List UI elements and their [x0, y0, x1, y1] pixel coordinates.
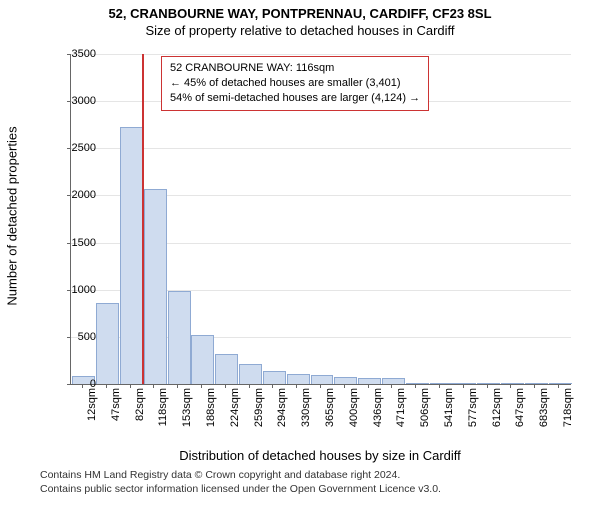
x-tick-mark — [320, 384, 321, 388]
chart-plot-area: 52 CRANBOURNE WAY: 116sqm← 45% of detach… — [70, 54, 571, 385]
x-tick-label: 506sqm — [419, 388, 431, 427]
x-tick-label: 294sqm — [276, 388, 288, 427]
footer-line-1: Contains HM Land Registry data © Crown c… — [40, 469, 400, 481]
bar — [287, 374, 310, 384]
bar — [311, 375, 334, 384]
y-tick-label: 1000 — [56, 284, 96, 296]
bar — [120, 127, 143, 384]
y-axis-label: Number of detached properties — [5, 126, 20, 305]
x-tick-label: 12sqm — [86, 388, 98, 421]
y-tick-label: 500 — [56, 331, 96, 343]
callout-line: 52 CRANBOURNE WAY: 116sqm — [170, 61, 420, 76]
x-tick-label: 188sqm — [205, 388, 217, 427]
x-tick-label: 365sqm — [324, 388, 336, 427]
grid-line — [71, 54, 571, 55]
x-tick-mark — [130, 384, 131, 388]
bar — [501, 383, 524, 384]
x-tick-mark — [201, 384, 202, 388]
x-tick-mark — [487, 384, 488, 388]
x-tick-mark — [415, 384, 416, 388]
bar — [334, 377, 357, 384]
x-tick-mark — [82, 384, 83, 388]
x-tick-label: 400sqm — [348, 388, 360, 427]
x-tick-mark — [249, 384, 250, 388]
chart-container: 52, CRANBOURNE WAY, PONTPRENNAU, CARDIFF… — [0, 6, 600, 506]
x-tick-label: 612sqm — [491, 388, 503, 427]
x-tick-mark — [510, 384, 511, 388]
callout-line: ← 45% of detached houses are smaller (3,… — [170, 76, 420, 91]
x-tick-mark — [344, 384, 345, 388]
x-tick-label: 471sqm — [395, 388, 407, 427]
bar — [406, 383, 429, 384]
bar — [477, 383, 500, 384]
x-tick-label: 82sqm — [134, 388, 146, 421]
x-tick-mark — [225, 384, 226, 388]
bar — [549, 383, 572, 384]
x-tick-mark — [296, 384, 297, 388]
grid-line — [71, 148, 571, 149]
x-tick-label: 647sqm — [514, 388, 526, 427]
x-tick-label: 541sqm — [443, 388, 455, 427]
x-tick-mark — [272, 384, 273, 388]
x-tick-mark — [439, 384, 440, 388]
x-tick-mark — [106, 384, 107, 388]
bar — [263, 371, 286, 384]
bar — [168, 291, 191, 384]
x-tick-label: 224sqm — [229, 388, 241, 427]
x-tick-label: 330sqm — [300, 388, 312, 427]
x-tick-label: 436sqm — [372, 388, 384, 427]
page-subtitle: Size of property relative to detached ho… — [0, 23, 600, 38]
bar — [525, 383, 548, 384]
bar — [191, 335, 214, 384]
bar — [358, 378, 381, 384]
property-marker-line — [142, 54, 144, 384]
x-tick-mark — [368, 384, 369, 388]
y-tick-label: 1500 — [56, 237, 96, 249]
x-tick-label: 577sqm — [467, 388, 479, 427]
bar — [430, 383, 453, 384]
y-tick-label: 2500 — [56, 142, 96, 154]
x-tick-mark — [177, 384, 178, 388]
property-callout: 52 CRANBOURNE WAY: 116sqm← 45% of detach… — [161, 56, 429, 111]
x-tick-mark — [558, 384, 559, 388]
y-tick-label: 2000 — [56, 189, 96, 201]
footer-line-2: Contains public sector information licen… — [40, 483, 441, 495]
x-tick-mark — [534, 384, 535, 388]
x-tick-label: 718sqm — [562, 388, 574, 427]
x-tick-label: 47sqm — [110, 388, 122, 421]
bar — [239, 364, 262, 384]
bar — [96, 303, 119, 384]
x-tick-label: 153sqm — [181, 388, 193, 427]
bar — [144, 189, 167, 384]
bar — [453, 383, 476, 384]
y-tick-label: 3000 — [56, 95, 96, 107]
x-tick-label: 259sqm — [253, 388, 265, 427]
y-tick-label: 3500 — [56, 48, 96, 60]
x-tick-label: 683sqm — [538, 388, 550, 427]
x-tick-mark — [391, 384, 392, 388]
x-tick-mark — [463, 384, 464, 388]
page-title: 52, CRANBOURNE WAY, PONTPRENNAU, CARDIFF… — [0, 6, 600, 21]
x-axis-label: Distribution of detached houses by size … — [179, 448, 461, 463]
x-tick-label: 118sqm — [157, 388, 169, 426]
bar — [215, 354, 238, 384]
x-tick-mark — [153, 384, 154, 388]
bar — [382, 378, 405, 384]
callout-line: 54% of semi-detached houses are larger (… — [170, 91, 420, 106]
